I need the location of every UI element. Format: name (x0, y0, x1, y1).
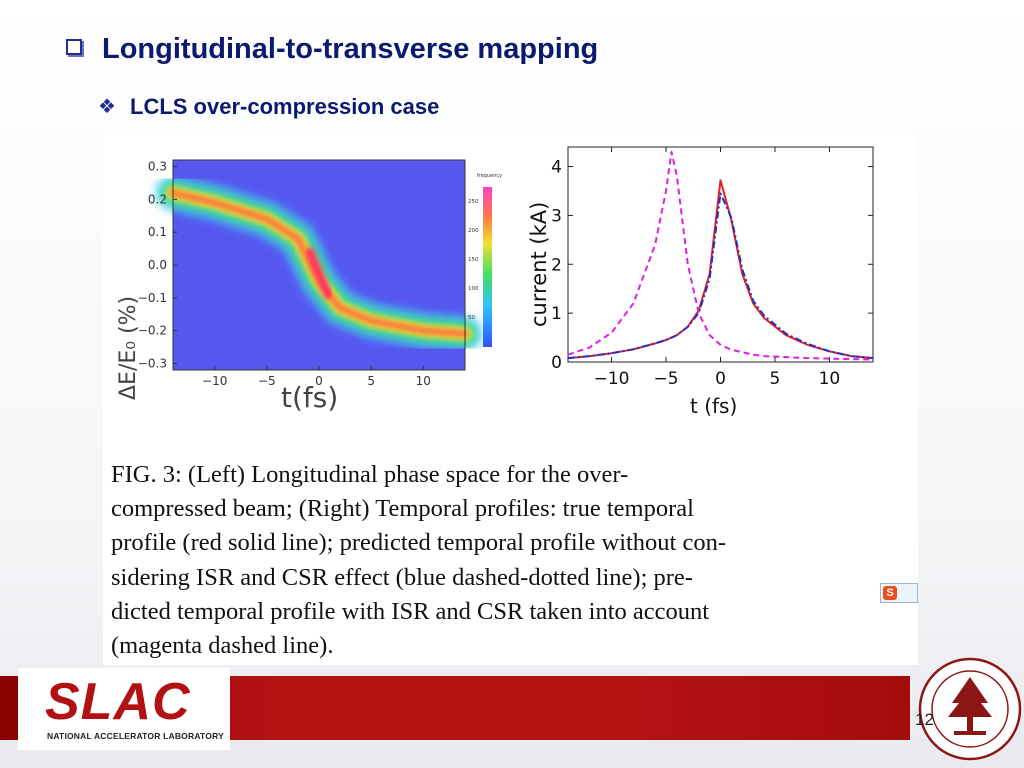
left-ytick-label: 0.1 (148, 225, 167, 239)
colorbar (483, 187, 492, 347)
caption-line: (magenta dashed line). (111, 632, 334, 660)
colorbar-title: frequency (477, 173, 502, 179)
left-ytick-label: 0.3 (148, 160, 167, 174)
slide-subtitle: LCLS over-compression case (130, 94, 440, 119)
caption-line: profile (red solid line); predicted temp… (111, 529, 727, 557)
figure-plots: 0.30.20.10.0−0.1−0.2−0.3 −10 −5 0 5 10 ΔE/E₀… (116, 146, 874, 418)
left-xtick-label: 0 (315, 374, 323, 388)
colorbar-tick-label: 200 (468, 228, 479, 234)
caption-line: dicted temporal profile with ISR and CSR… (111, 597, 710, 625)
caption-line: sidering ISR and CSR effect (blue dashed… (111, 563, 693, 591)
left-ytick-label: 0.2 (148, 192, 167, 206)
left-xlabel: t(fs) (281, 381, 338, 414)
caption-line: FIG. 3: (Left) Longitudinal phase space … (111, 461, 629, 488)
colorbar-tick-label: 100 (468, 286, 479, 292)
left-ytick-label: −0.2 (138, 324, 167, 338)
right-xtick-label: −5 (654, 369, 679, 389)
colorbar-tick-label: 50 (468, 315, 475, 321)
left-xtick-label: 5 (367, 374, 375, 388)
current-profile-plot: 0 1 2 3 4 −10 −5 0 5 10 current (kA) t (fs) (527, 146, 874, 418)
left-xtick-label: −10 (202, 374, 227, 388)
slac-logo-text: SLAC (45, 673, 191, 731)
right-ytick-label: 1 (551, 304, 562, 324)
phase-space-plot: 0.3 0.2 0.1 0.0 −0.1 −0.2 −0.3 −10 −5 0 5 10 ΔE/E₀… (116, 159, 502, 414)
right-xtick-label: −10 (594, 369, 630, 389)
right-ytick-label: 2 (551, 255, 562, 275)
slac-logo-subtext: NATIONAL ACCELERATOR LABORATORY (47, 731, 224, 741)
figure-caption: FIG. 3: (Left) Longitudinal phase space … (111, 458, 911, 663)
caption-line: compressed beam; (Right) Temporal profil… (111, 495, 694, 523)
right-xtick-label: 0 (715, 369, 726, 389)
title-bullet-icon (66, 39, 82, 55)
phase-space-core (304, 247, 334, 300)
left-xtick-label: −5 (258, 374, 276, 388)
right-ytick-label: 4 (551, 158, 562, 178)
right-xlabel: t (fs) (690, 394, 737, 418)
left-ylabel: ΔE/E₀ (%) (116, 296, 141, 400)
current-series-line (567, 192, 874, 360)
left-xtick-label: 10 (416, 374, 431, 388)
right-ytick-label: 3 (551, 206, 562, 226)
slac-logo (18, 668, 230, 750)
colorbar-tick-label: 250 (468, 199, 479, 205)
page-number: 12 (915, 710, 934, 729)
slide-title: Longitudinal-to-transverse mapping (102, 33, 599, 65)
ime-toolbar-icon[interactable]: S (880, 583, 918, 603)
right-ylabel: current (kA) (527, 202, 551, 327)
right-xtick-label: 10 (819, 369, 841, 389)
right-ytick-label: 0 (551, 353, 562, 373)
left-ytick-label: 0.0 (148, 258, 167, 272)
left-ytick-label: −0.3 (138, 356, 167, 370)
right-xtick-label: 5 (770, 369, 781, 389)
left-ytick-label: −0.1 (138, 291, 167, 305)
current-series-line (567, 150, 874, 361)
stanford-seal-icon (918, 657, 1022, 761)
subtitle-diamond-icon: ❖ (98, 96, 116, 118)
colorbar-tick-label: 150 (468, 257, 479, 263)
